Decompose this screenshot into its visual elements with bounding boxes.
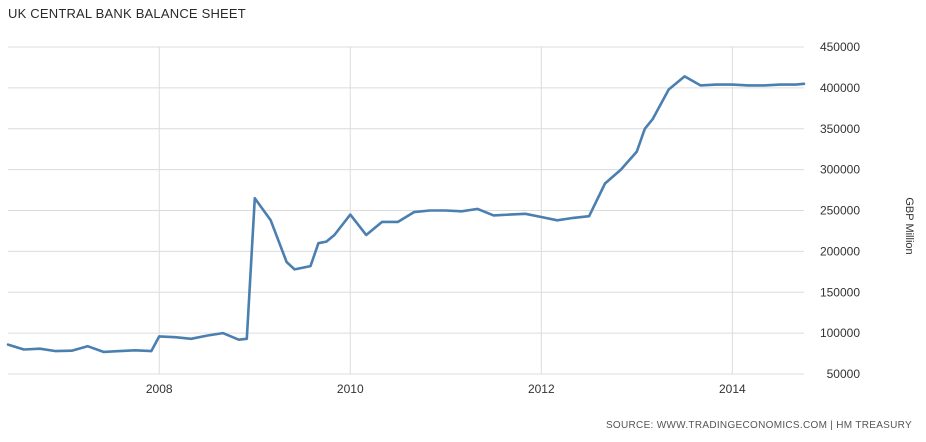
x-tick-label: 2012 (528, 382, 555, 396)
grid-lines (8, 46, 804, 375)
x-axis-ticks: 2008 2010 2012 2014 (146, 382, 746, 396)
x-tick-label: 2014 (719, 382, 746, 396)
y-axis-label-text: GBP Million (903, 197, 915, 255)
series-layer (6, 75, 806, 354)
x-tick-label: 2008 (146, 382, 173, 396)
source-credit: SOURCE: WWW.TRADINGECONOMICS.COM | HM TR… (605, 420, 912, 431)
x-tick-label: 2010 (337, 382, 364, 396)
y-tick-label: 450000 (820, 40, 860, 54)
y-tick-label: 350000 (820, 122, 860, 136)
y-axis-label: GBP Million (900, 186, 918, 266)
y-tick-label: 400000 (820, 81, 860, 95)
y-tick-label: 200000 (820, 244, 860, 258)
y-axis-ticks: 50000 100000 150000 200000 250000 300000 35000… (820, 40, 860, 381)
y-tick-label: 150000 (820, 285, 860, 299)
y-tick-label: 300000 (820, 163, 860, 177)
y-tick-label: 50000 (827, 367, 861, 381)
y-tick-label: 250000 (820, 204, 860, 218)
y-tick-label: 100000 (820, 326, 860, 340)
series-line (6, 75, 806, 354)
chart-title: UK CENTRAL BANK BALANCE SHEET (8, 6, 246, 21)
